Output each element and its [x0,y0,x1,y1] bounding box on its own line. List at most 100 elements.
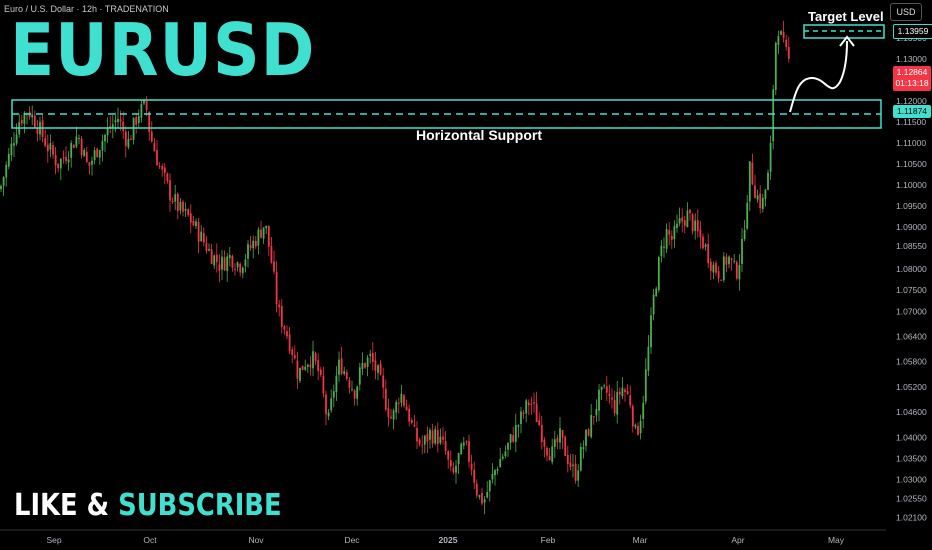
candle-body [293,355,296,359]
candle-body [332,391,335,398]
candle-body [228,254,231,258]
candle-body [382,375,385,388]
candle-body [273,261,275,272]
candle-body [501,456,504,459]
target-price-tag: 1.13959 [893,24,932,39]
y-tick-label: 1.09500 [896,201,927,211]
x-tick-label: Sep [46,535,61,545]
currency-unit-button[interactable]: USD [890,3,922,21]
candle-body [234,268,236,270]
candle-body [299,367,301,381]
candle-body [187,209,190,216]
candle-body [46,144,49,152]
y-tick-label: 1.10500 [896,159,927,169]
candle-body [473,469,476,483]
support-price-tag: 1.11874 [893,105,931,118]
candle-body [403,395,405,406]
candle-body [52,145,54,155]
x-tick-label: Nov [248,535,264,545]
candle-body [119,119,122,122]
candle-body [10,143,13,156]
x-tick-label: Dec [344,535,360,545]
candle-body [205,242,208,252]
candle-body [455,465,457,473]
candle-body [13,143,15,146]
candle-body [748,161,751,202]
candle-body [135,117,138,125]
candle-body [231,256,234,268]
candle-body [772,89,775,142]
candle-body [143,99,145,104]
candle-body [569,462,572,468]
candle-body [702,236,704,249]
y-tick-label: 1.03500 [896,453,927,463]
candle-body [743,229,746,240]
candle-body [338,359,340,375]
candle-body [374,360,377,371]
candle-body [764,189,767,199]
candle-body [197,222,200,242]
candle-body [215,254,218,263]
y-tick-label: 1.05200 [896,382,927,392]
candle-body [624,389,626,393]
candle-body [754,185,756,199]
candle-body [387,408,390,418]
candle-body [579,447,582,471]
candle-body [252,240,255,249]
candle-body [312,351,314,369]
candle-body [335,375,338,393]
candle-body [611,397,613,400]
candle-body [683,220,686,226]
y-tick-label: 1.02100 [896,512,927,522]
candle-body [631,405,634,427]
candle-body [733,260,736,262]
candle-body [7,153,10,167]
candle-body [189,213,192,223]
candle-body [104,134,106,142]
candle-body [566,454,569,465]
projection-arrow [789,40,848,113]
candle-body [395,401,398,413]
candle-body [377,365,379,373]
candle-body [720,279,723,281]
candle-body [343,371,346,375]
candle-body [325,394,327,415]
candle-body [301,365,304,370]
candle-body [31,114,34,118]
candle-body [491,474,494,480]
candle-body [249,245,252,248]
candle-body [751,162,754,185]
candle-body [283,326,286,330]
candle-body [260,229,262,238]
candle-body [574,463,577,481]
candle-body [366,357,369,367]
candle-body [681,217,684,222]
candle-body [439,436,442,444]
candle-body [319,369,322,376]
candle-body [182,201,184,212]
candle-body [2,177,5,186]
candle-body [262,227,265,239]
candle-body [712,264,715,273]
candle-body [561,430,564,438]
candle-body [150,131,153,142]
candles-layer [0,20,790,515]
candle-body [348,380,351,388]
candle-body [514,424,517,442]
candle-body [616,391,619,415]
candle-body [57,163,60,169]
candle-body [761,197,764,210]
candle-body [608,393,611,396]
y-tick-label: 1.07500 [896,285,927,295]
candle-body [254,240,257,247]
candle-body [314,353,317,362]
candle-body [275,272,278,305]
candle-body [647,346,650,371]
candle-body [577,470,580,481]
candle-body [431,430,434,444]
candle-body [551,446,554,463]
candle-body [517,425,520,427]
candle-body [174,194,177,202]
candle-body [156,150,158,166]
